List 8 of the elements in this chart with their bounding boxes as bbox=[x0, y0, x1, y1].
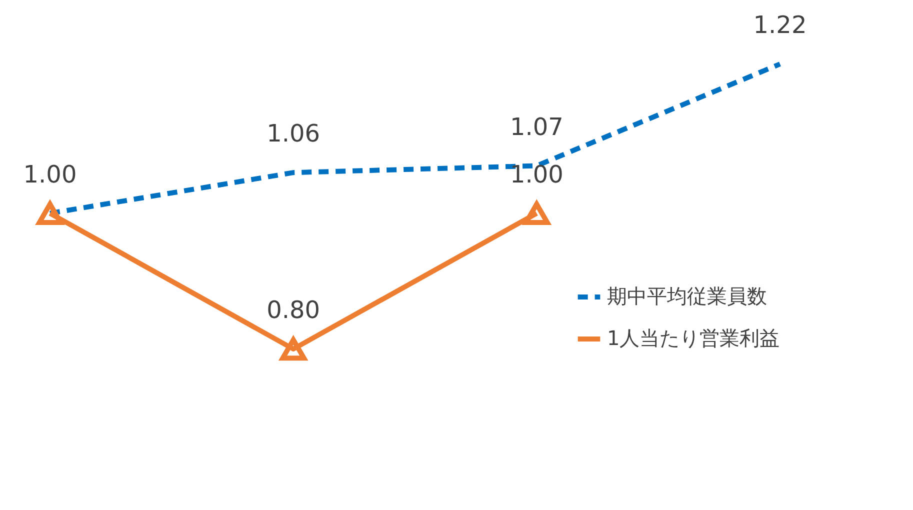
data-label: 1.06 bbox=[266, 120, 320, 148]
legend-label: 1人当たり営業利益 bbox=[607, 326, 780, 350]
legend-label: 期中平均従業員数 bbox=[607, 284, 767, 308]
data-label: 1.00 bbox=[23, 160, 77, 188]
data-label: 1.00 bbox=[510, 160, 564, 188]
data-label: 1.07 bbox=[510, 112, 564, 141]
data-label: 0.80 bbox=[266, 296, 320, 324]
data-label: 1.22 bbox=[753, 11, 807, 39]
